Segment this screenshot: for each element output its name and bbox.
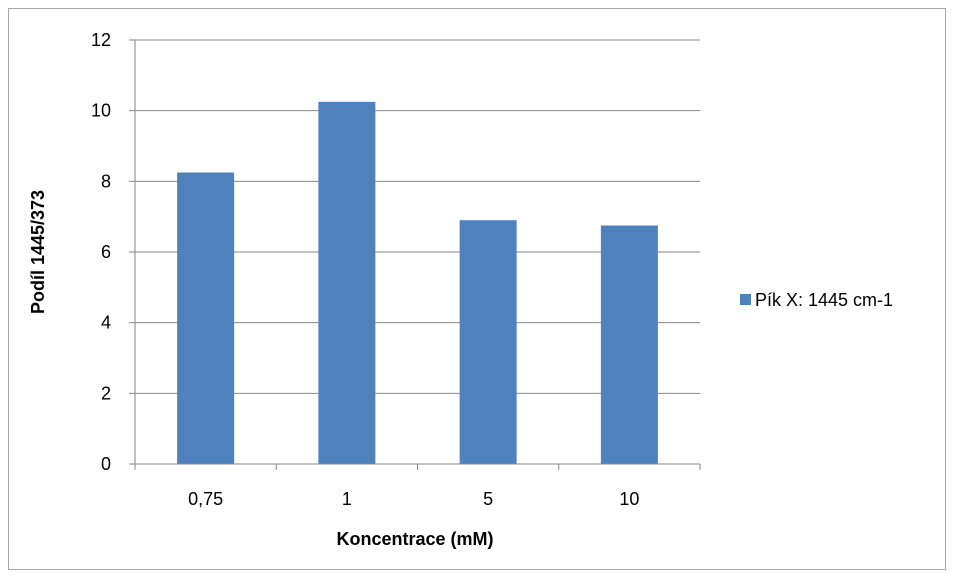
- legend-label: Pík X: 1445 cm-1: [755, 290, 893, 310]
- bar: [177, 172, 235, 464]
- bar: [318, 101, 376, 464]
- x-tick-labels: 0,75 1 5 10: [188, 489, 639, 509]
- x-axis-title: Koncentrace (mM): [336, 529, 493, 549]
- bars: [177, 101, 658, 464]
- y-tick-label: 4: [101, 313, 111, 333]
- bar: [459, 220, 517, 464]
- x-tick-label: 10: [619, 489, 639, 509]
- x-tick-label: 5: [483, 489, 493, 509]
- legend-swatch: [740, 294, 751, 305]
- y-tick-label: 6: [101, 242, 111, 262]
- x-tick-label: 1: [342, 489, 352, 509]
- y-tick-label: 8: [101, 171, 111, 191]
- legend: Pík X: 1445 cm-1: [740, 290, 893, 310]
- y-tick-labels: 0 2 4 6 8 10 12: [91, 30, 111, 474]
- y-tick-label: 10: [91, 101, 111, 121]
- y-tick-label: 12: [91, 30, 111, 50]
- bar: [600, 225, 658, 464]
- x-tick-label: 0,75: [188, 489, 223, 509]
- y-tick-label: 0: [101, 454, 111, 474]
- y-axis-title: Podíl 1445/373: [28, 190, 48, 314]
- axes: [129, 39, 701, 470]
- y-tick-label: 2: [101, 383, 111, 403]
